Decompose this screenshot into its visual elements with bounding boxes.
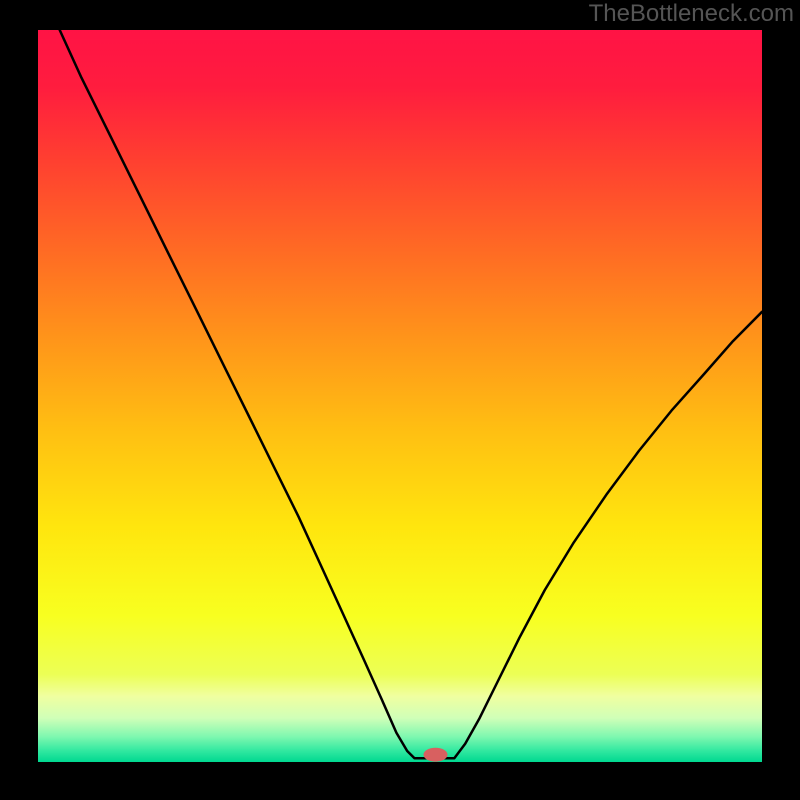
chart-stage: TheBottleneck.com: [0, 0, 800, 800]
optimal-point-marker: [424, 748, 448, 762]
bottleneck-chart: [0, 0, 800, 800]
watermark-text: TheBottleneck.com: [589, 0, 794, 28]
plot-background-gradient: [38, 30, 762, 762]
